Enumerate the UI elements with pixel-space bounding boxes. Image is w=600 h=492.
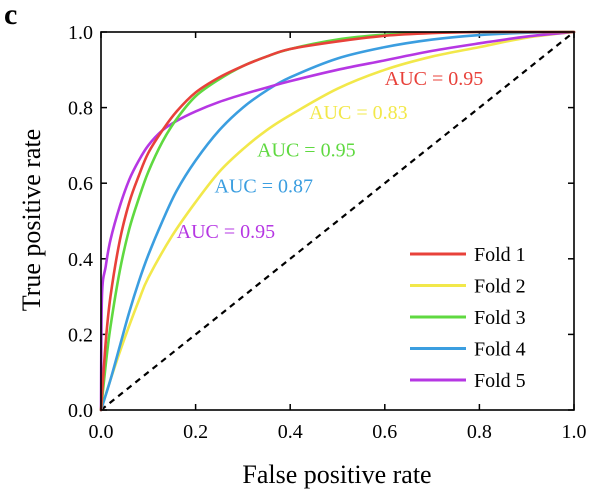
y-tick-label: 0.2 [68,324,93,346]
fold-3-legend-label: Fold 3 [474,307,526,329]
x-tick-label: 0.2 [183,421,208,443]
reference-diagonal-line [100,31,575,411]
fold-1-auc-label: AUC = 0.95 [385,68,484,90]
fold-2-legend-label: Fold 2 [474,276,526,298]
panel-label: c [4,0,17,31]
y-tick-label: 1.0 [68,22,93,44]
fold-2-auc-label: AUC = 0.83 [309,102,408,124]
legend: Fold 1 Fold 2 Fold 3 Fold 4 Fold 5 [410,244,526,392]
fold-1-legend-label: Fold 1 [474,244,526,266]
x-tick-label: 0.6 [372,421,397,443]
y-tick-label: 0.6 [68,173,93,195]
y-tick-label: 0.4 [68,249,93,271]
x-tick-label: 0.8 [467,421,492,443]
fold-5-roc-line [99,30,576,412]
fold-4-legend-label: Fold 4 [474,339,526,361]
x-axis-title: False positive rate [242,460,431,489]
fold-4-roc-line [99,30,576,412]
x-tick-label: 1.0 [562,421,587,443]
plot-frame [100,31,575,411]
fold-2-roc-line [99,30,576,412]
plot-area: 0.0 0.2 0.4 0.6 0.8 1.0 0.0 0.2 0.4 0.6 0.8 1.0 AUC … [68,22,587,443]
fold-5-legend-label: Fold 5 [474,370,526,392]
x-tick-label: 0.4 [278,421,303,443]
fold-1-roc-line [99,30,576,412]
x-tick-label: 0.0 [89,421,114,443]
fold-5-auc-label: AUC = 0.95 [177,221,276,243]
y-tick-label: 0.8 [68,98,93,120]
fold-3-auc-label: AUC = 0.95 [257,140,356,162]
fold-4-auc-label: AUC = 0.87 [215,176,314,198]
y-axis-title: True positive rate [17,129,46,311]
y-tick-label: 0.0 [68,400,93,422]
